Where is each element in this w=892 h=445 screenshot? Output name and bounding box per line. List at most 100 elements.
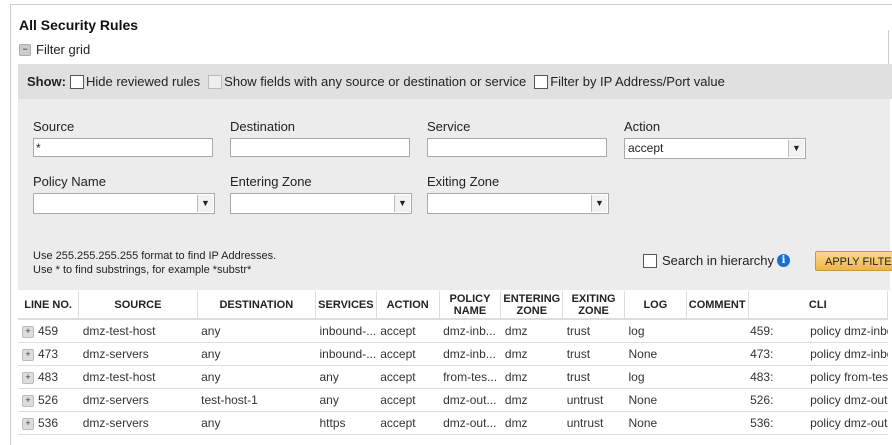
column-header[interactable]: SERVICES: [315, 291, 377, 320]
cli-text: policy dmz-inbound {: [810, 324, 887, 338]
cell-policy: dmz-out...: [439, 388, 501, 412]
cell-exiting: trust: [562, 319, 625, 343]
expand-icon[interactable]: +: [22, 417, 34, 430]
filter-ip-checkbox[interactable]: Filter by IP Address/Port value: [534, 74, 725, 90]
cell-policy: from-tes...: [439, 365, 501, 389]
cli-line-no: 483:: [750, 370, 774, 384]
cell-destination: any: [197, 365, 316, 389]
cell-services: inbound-...: [315, 319, 377, 343]
collapse-icon[interactable]: −: [19, 43, 31, 56]
cell-action: accept: [376, 388, 440, 412]
cell-action: accept: [376, 319, 440, 343]
cell-exiting: trust: [562, 365, 625, 389]
filter-panel: Show: Hide reviewed rules Show fields wi…: [18, 64, 892, 290]
cell-exiting: trust: [562, 342, 625, 366]
cell-log: None: [624, 411, 687, 435]
cell-services: https: [315, 411, 377, 435]
service-input[interactable]: [427, 138, 607, 157]
column-header[interactable]: ACTION: [376, 291, 440, 320]
cell-entering: dmz: [500, 342, 563, 366]
chevron-down-icon: ▼: [788, 140, 804, 157]
filter-grid-label: Filter grid: [36, 42, 91, 57]
cli-line-no: 473:: [750, 347, 774, 361]
cell-line: +536: [18, 411, 79, 435]
cell-line: +459: [18, 319, 79, 343]
show-bar: Show: Hide reviewed rules Show fields wi…: [18, 64, 892, 99]
expand-icon[interactable]: +: [22, 325, 34, 338]
cell-source: dmz-servers: [78, 342, 198, 366]
cell-comment: [686, 365, 749, 389]
cell-log: None: [624, 342, 687, 366]
filter-grid-toggle[interactable]: − Filter grid: [19, 42, 90, 57]
cell-entering: dmz: [500, 388, 563, 412]
expand-icon[interactable]: +: [22, 394, 34, 407]
column-header[interactable]: EXITING ZONE: [562, 291, 625, 320]
expand-icon[interactable]: +: [22, 348, 34, 361]
action-label: Action: [624, 119, 661, 134]
cell-source: dmz-servers: [78, 388, 198, 412]
cell-comment: [686, 342, 749, 366]
panel-frame: [10, 4, 892, 445]
apply-filter-button[interactable]: APPLY FILTER: [815, 251, 892, 271]
cell-comment: [686, 319, 749, 343]
cell-log: None: [624, 388, 687, 412]
cli-line-no: 536:: [750, 416, 774, 430]
cell-entering: dmz: [500, 411, 563, 435]
action-select[interactable]: accept ▼: [624, 138, 806, 159]
policy-name-select[interactable]: ▼: [33, 193, 215, 214]
cell-cli: 526: policy dmz-outbou...: [748, 388, 888, 412]
table-row[interactable]: +473 dmz-servers any inbound-... accept dmz-i…: [18, 342, 888, 366]
cell-policy: dmz-inb...: [439, 342, 501, 366]
entering-zone-select[interactable]: ▼: [230, 193, 412, 214]
column-header[interactable]: CLI: [748, 291, 889, 320]
cell-log: log: [624, 365, 687, 389]
show-any-checkbox[interactable]: Show fields with any source or destinati…: [208, 74, 526, 90]
cli-text: policy dmz-outbou...: [810, 393, 888, 407]
hide-reviewed-checkbox[interactable]: Hide reviewed rules: [70, 74, 200, 90]
chevron-down-icon: ▼: [197, 195, 213, 212]
cell-log: log: [624, 319, 687, 343]
column-header[interactable]: SOURCE: [78, 291, 198, 320]
cli-text: policy dmz-inboun...: [810, 347, 887, 361]
cell-comment: [686, 411, 749, 435]
column-header[interactable]: LINE NO.: [18, 291, 80, 320]
cell-services: inbound-...: [315, 342, 377, 366]
cell-services: any: [315, 365, 377, 389]
cell-source: dmz-test-host: [78, 365, 198, 389]
table-row[interactable]: +459 dmz-test-host any inbound-... accept dmz…: [18, 319, 888, 343]
cell-cli: 459: policy dmz-inbound {: [748, 319, 888, 343]
table-row[interactable]: +526 dmz-servers test-host-1 any accept dmz-o…: [18, 388, 888, 412]
cell-cli: 473: policy dmz-inboun...: [748, 342, 888, 366]
exiting-zone-select[interactable]: ▼: [427, 193, 609, 214]
table-row[interactable]: +536 dmz-servers any https accept dmz-out... d…: [18, 411, 888, 435]
cli-line-no: 526:: [750, 393, 774, 407]
search-hierarchy-checkbox[interactable]: Search in hierarchy i: [643, 253, 790, 268]
table-row[interactable]: +483 dmz-test-host any any accept from-tes...…: [18, 365, 888, 389]
cell-entering: dmz: [500, 319, 563, 343]
show-label: Show:: [27, 74, 66, 89]
cell-destination: any: [197, 411, 316, 435]
cell-destination: test-host-1: [197, 388, 316, 412]
cell-source: dmz-test-host: [78, 319, 198, 343]
source-input[interactable]: *: [33, 138, 213, 157]
expand-icon[interactable]: +: [22, 371, 34, 384]
cell-cli: 483: policy from-test-ho...: [748, 365, 888, 389]
cli-text: policy from-test-ho...: [810, 370, 887, 384]
column-header[interactable]: ENTERING ZONE: [500, 291, 564, 320]
cell-services: any: [315, 388, 377, 412]
scrollbar[interactable]: [888, 30, 889, 90]
chevron-down-icon: ▼: [591, 195, 607, 212]
cli-line-no: 459:: [750, 324, 774, 338]
column-header[interactable]: POLICY NAME: [439, 291, 502, 320]
column-header[interactable]: DESTINATION: [197, 291, 317, 320]
cell-action: accept: [376, 365, 440, 389]
cell-destination: any: [197, 319, 316, 343]
cli-text: policy dmz-outbou...: [810, 416, 888, 430]
destination-input[interactable]: [230, 138, 410, 157]
column-header[interactable]: COMMENT: [686, 291, 749, 320]
chevron-down-icon: ▼: [394, 195, 410, 212]
exiting-zone-label: Exiting Zone: [427, 174, 500, 189]
column-header[interactable]: LOG: [624, 291, 687, 320]
cell-comment: [686, 388, 749, 412]
info-icon[interactable]: i: [777, 254, 790, 267]
